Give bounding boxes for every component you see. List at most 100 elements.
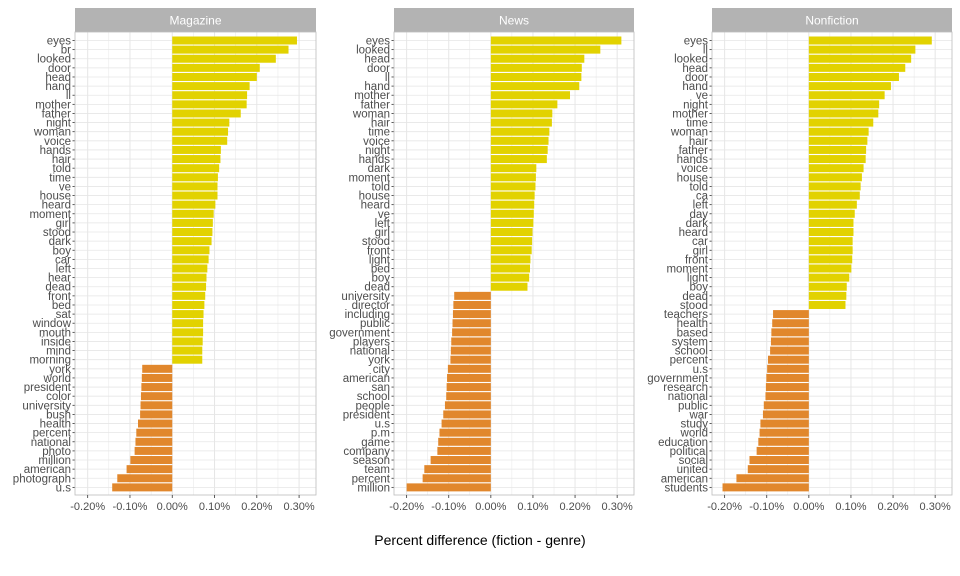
panel-nonfiction-word-label: mother [672,108,708,120]
panel-news-word-label: dark [368,163,391,175]
panel-magazine-x-tick-label: -0.20% [70,501,105,513]
panel-nonfiction-bar-dead [808,291,847,300]
panel-nonfiction-bar-told [808,182,861,191]
panel-nonfiction-word-label: eyes [684,36,709,48]
panel-nonfiction-word-label: study [681,419,709,431]
panel-nonfiction-bar-left [808,200,857,209]
panel-news-word-label: ll [385,72,390,84]
panel-news-word-label: house [359,191,390,203]
panel-news-word-label: university [341,291,390,303]
panel-news-bar-game [438,437,491,446]
panel-nonfiction-bar-father [808,145,867,154]
panel-magazine-word-label: photo [42,446,71,458]
panel-news-bar-hands [490,155,547,164]
panel-nonfiction-bar-night [808,100,880,109]
panel-magazine-word-label: inside [41,336,71,348]
panel-news-bar-light [490,255,531,264]
panel-news-word-label: game [361,437,390,449]
panel-nonfiction-word-label: father [679,145,709,157]
panel-nonfiction-word-label: research [663,382,708,394]
panel-news-x-tick-label: 0.20% [559,501,590,513]
panel-nonfiction-bar-looked [808,54,912,63]
panel-news-word-label: ve [378,209,390,221]
panel-news-bar-company [437,446,491,455]
panel-news-bar-city [447,364,491,373]
panel-news-word-label: city [373,364,391,376]
panel-news-bar-percent [422,474,491,483]
panel-nonfiction-bar-hands [808,155,866,164]
panel-magazine-word-label: photograph [13,473,71,485]
panel-magazine-bar-stood [172,228,213,237]
panel-magazine-bar-girl [172,218,213,227]
panel-magazine-word-label: heard [42,200,71,212]
panel-nonfiction-bar-time [808,118,874,127]
panel-magazine-word-label: health [40,419,71,431]
panel-nonfiction-bar-day [808,209,855,218]
panel-magazine-bar-bush [140,410,173,419]
panel-nonfiction-word-label: ve [696,90,708,102]
panel-news-x-tick-label: 0.10% [517,501,548,513]
panel-magazine-word-label: university [22,400,71,412]
panel-news-bar-dark [490,164,537,173]
panel-magazine-bar-house [172,191,218,200]
panel-nonfiction-bar-hand [808,82,891,91]
panel-nonfiction-bar-house [808,173,862,182]
panel-nonfiction-bar-national [765,392,809,401]
panel-magazine-bar-york [142,364,173,373]
panel-magazine-bar-hear [172,273,207,282]
panel-magazine-background [75,32,316,495]
panel-nonfiction-bar-health [772,319,809,328]
panel-nonfiction-word-label: ca [696,191,709,203]
panel-magazine-bar-night [172,118,230,127]
panel-magazine-bar-american [126,465,173,474]
panel-nonfiction-bar-stood [808,300,846,309]
panel-magazine-x-tick-label: 0.10% [199,501,230,513]
panel-nonfiction-bar-door [808,72,899,81]
panel-magazine-word-label: dark [49,236,72,248]
panel-nonfiction-word-label: world [680,428,708,440]
panel-magazine-word-label: hair [52,154,71,166]
panel-news-bar-york [450,355,491,364]
panel-news-bar-door [490,63,582,72]
panel-magazine-bar-dark [172,237,212,246]
panel-nonfiction-x-tick-label: -0.10% [749,501,784,513]
panel-news-bar-director [453,300,491,309]
panel-nonfiction-bar-students [722,483,809,492]
panel-magazine-bar-sat [172,310,204,319]
panel-nonfiction-word-label: dead [682,291,708,303]
panel-magazine-bar-time [172,173,218,182]
panel-news-bar-people [444,401,491,410]
panel-nonfiction-word-label: looked [674,54,708,66]
panel-magazine-bar-head [172,72,257,81]
panel-nonfiction-bar-ca [808,191,860,200]
panel-nonfiction-x-tick-label: 0.10% [835,501,866,513]
panel-magazine-bar-looked [172,54,276,63]
panel-nonfiction-word-label: car [692,236,708,248]
panel-nonfiction-bar-hair [808,136,868,145]
panel-news-word-label: company [343,446,390,458]
panel-nonfiction-bar-public [763,401,809,410]
panel-news-strip [394,8,634,32]
panel-magazine-word-label: dead [45,282,71,294]
panel-nonfiction-strip [712,8,952,32]
panel-news-word-label: million [357,482,390,494]
panel-news-word-label: woman [352,108,390,120]
panel-magazine-bar-percent [136,428,173,437]
panel-magazine-word-label: hear [48,273,71,285]
panel-magazine-bar-mother [172,100,247,109]
panel-nonfiction-bar-research [765,383,809,392]
panel-nonfiction-word-label: house [677,172,708,184]
panel-news-bar-team [424,465,491,474]
panel-news-word-label: boy [371,273,390,285]
panel-magazine-word-label: american [24,464,71,476]
panel-nonfiction-word-label: students [665,482,709,494]
panel-magazine-bar-dead [172,282,207,291]
panel-nonfiction-word-label: health [677,318,708,330]
panel-magazine-word-label: national [31,437,71,449]
x-axis-title: Percent difference (fiction - genre) [374,532,586,548]
panel-news-word-label: moment [348,172,390,184]
panel-magazine-word-label: mother [35,99,71,111]
panel-news-bar-left [490,218,534,227]
panel-nonfiction-x-tick-label: 0.00% [793,501,824,513]
